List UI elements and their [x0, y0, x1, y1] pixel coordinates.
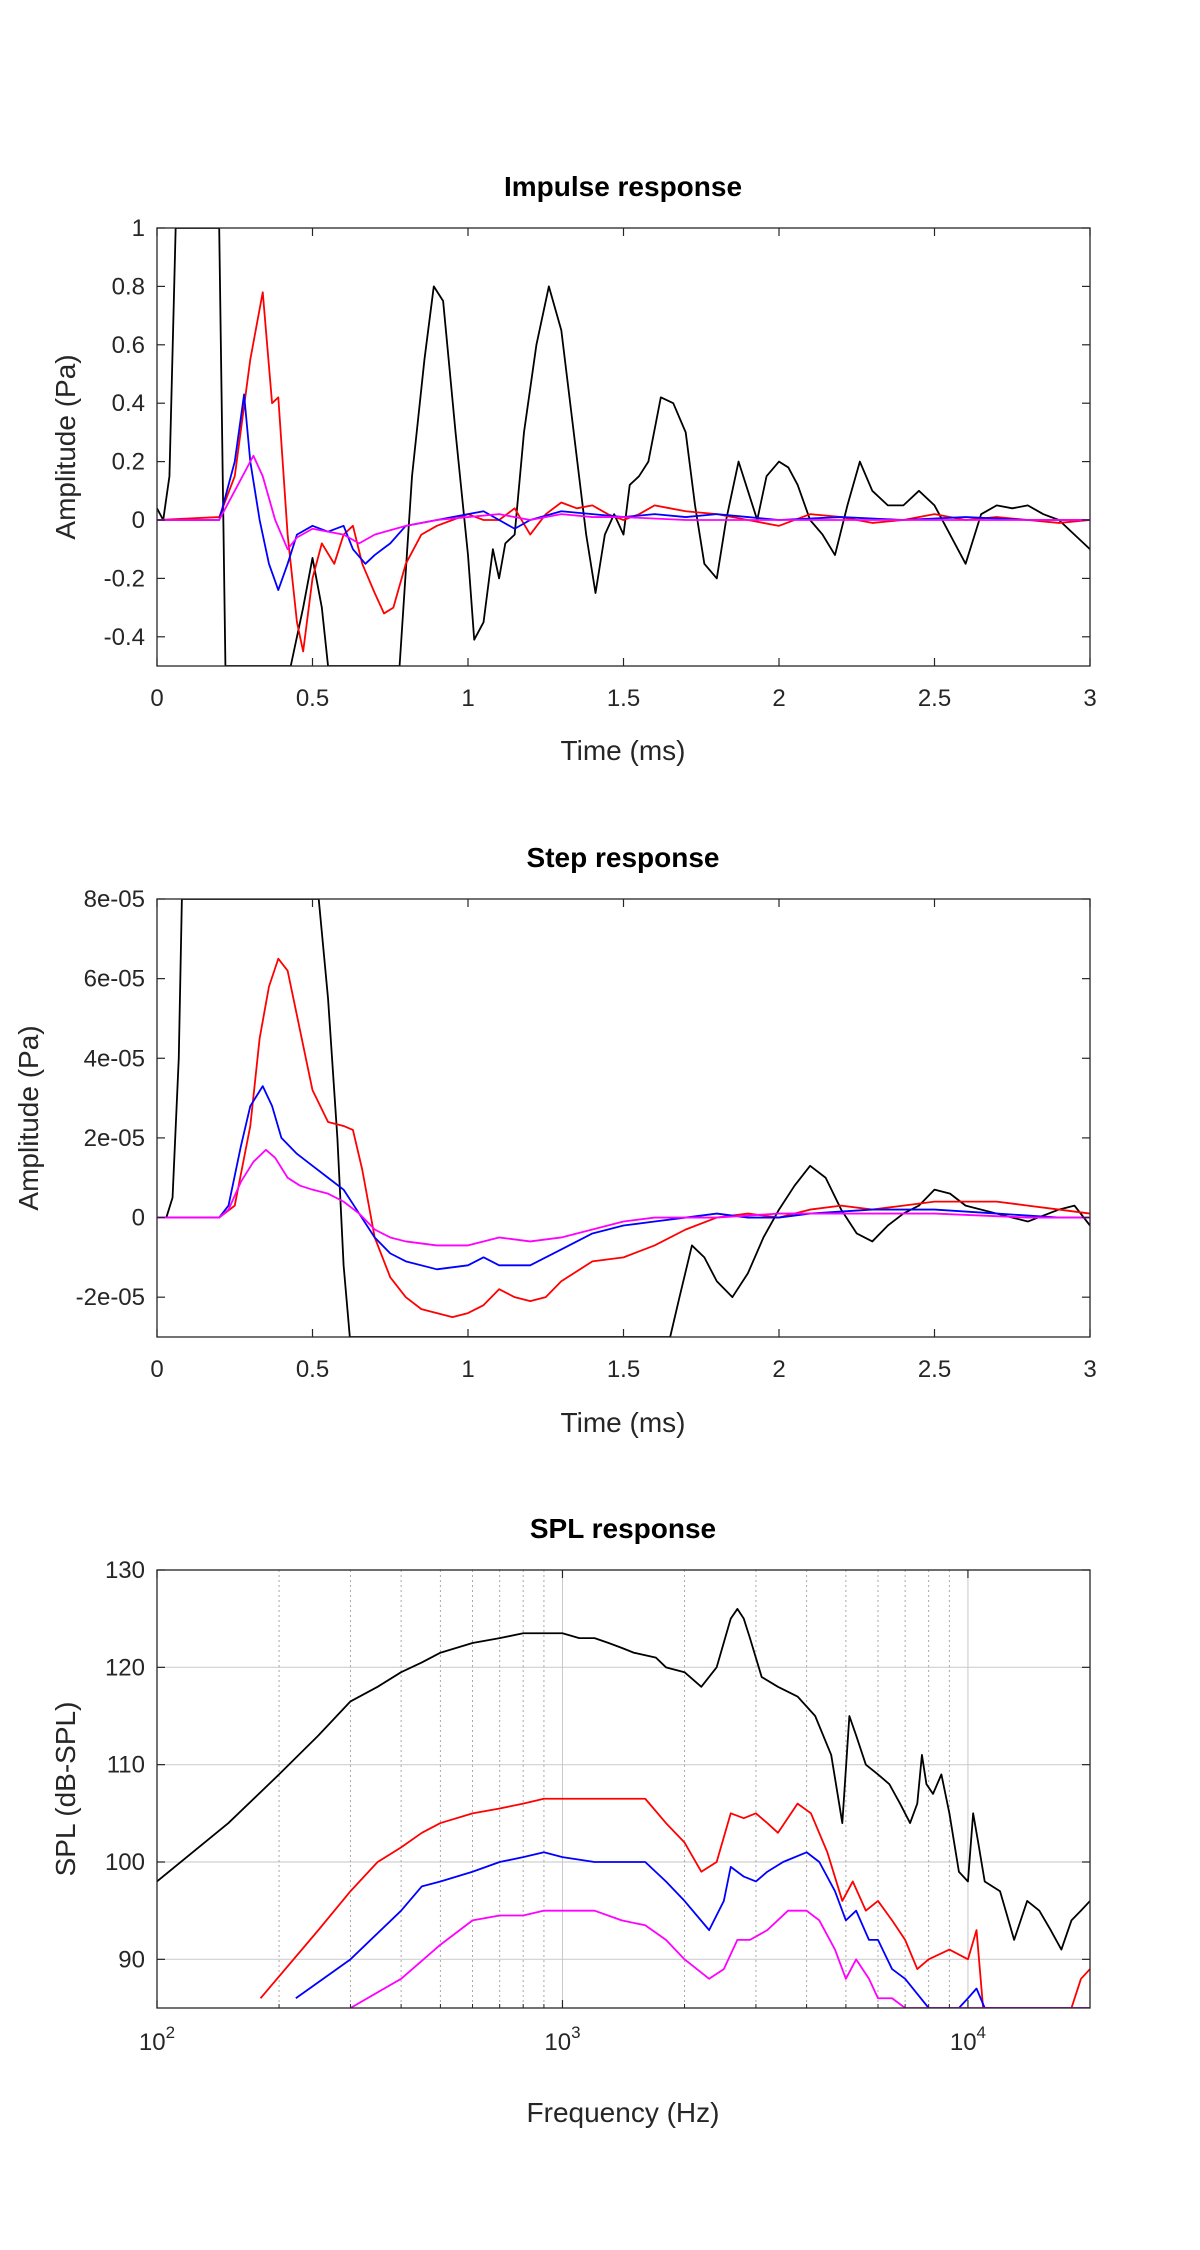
step-response-series [157, 899, 1090, 1337]
spl-response-axes-frame [156, 1569, 1091, 2009]
step-response-series-blue-line [157, 1085, 1090, 1271]
step-response-x-tick-label: 1 [461, 1356, 474, 1383]
spl-response-x-tick-label: 103 [544, 2023, 580, 2056]
spl-response-x-axis-label: Frequency (Hz) [527, 2097, 720, 2128]
step-response-y-tick-label: 4e-05 [84, 1045, 145, 1072]
spl-response-y-tick-label: 120 [105, 1654, 145, 1681]
step-response-x-tick-label: 2 [772, 1356, 785, 1383]
impulse-response-panel: Impulse response 0 0.5 1 1.5 2 2.5 3 1 0.8 0.6 0.4… [50, 171, 1097, 766]
spl-response-series-magenta-line [350, 1909, 1090, 2008]
step-response-panel: Step response 0 0.5 1 1.5 2 2.5 3 8e-05 6e-05 4e-… [13, 842, 1097, 1438]
step-response-y-tick-label: 8e-05 [84, 886, 145, 913]
spl-response-y-tick-label: 100 [105, 1849, 145, 1876]
impulse-response-y-tick-label: -0.2 [104, 565, 145, 592]
impulse-response-series-magenta-line [157, 454, 1090, 551]
step-response-x-tick-label: 0.5 [296, 1356, 329, 1383]
impulse-response-x-tick-label: 0 [150, 685, 163, 712]
spl-response-series [157, 1608, 1090, 2008]
step-response-y-tick-label: 2e-05 [84, 1125, 145, 1152]
step-response-y-tick-label: 0 [132, 1205, 145, 1232]
impulse-response-y-axis-label: Amplitude (Pa) [50, 354, 81, 539]
spl-response-series-blue-line [295, 1851, 1090, 2008]
spl-response-y-tick-label: 130 [105, 1557, 145, 1584]
step-response-x-tick-label: 1.5 [607, 1356, 640, 1383]
impulse-response-x-tick-label: 0.5 [296, 685, 329, 712]
impulse-response-y-tick-label: 0.8 [112, 273, 145, 300]
impulse-response-series-black-line [157, 228, 1090, 666]
impulse-response-y-tick-label: 0.6 [112, 332, 145, 359]
step-response-series-magenta-line [157, 1148, 1090, 1247]
spl-response-title: SPL response [530, 1513, 716, 1544]
impulse-response-y-tick-label: 0.2 [112, 449, 145, 476]
spl-response-x-tick-label: 102 [139, 2023, 175, 2056]
impulse-response-ticks: 0 0.5 1 1.5 2 2.5 3 1 0.8 0.6 0.4 0.2 0 -0.2 -0.4 [104, 215, 1097, 712]
impulse-response-title: Impulse response [504, 171, 742, 202]
step-response-x-tick-label: 3 [1083, 1356, 1096, 1383]
step-response-series-black-line [157, 899, 1090, 1337]
step-response-y-tick-label: 6e-05 [84, 966, 145, 993]
impulse-response-x-tick-label: 3 [1083, 685, 1096, 712]
spl-response-x-tick-label: 104 [950, 2023, 986, 2056]
impulse-response-y-tick-label: 1 [132, 215, 145, 242]
spl-response-y-axis-label: SPL (dB-SPL) [50, 1702, 81, 1877]
spl-response-ticks: 102 103 104 130 120 110 100 90 [105, 1557, 1090, 2056]
spl-response-y-tick-label: 110 [107, 1752, 145, 1779]
step-response-title: Step response [527, 842, 720, 873]
spl-response-panel: SPL response 102 103 104 130 120 110 100 90 Fre… [50, 1513, 1091, 2128]
spl-response-y-tick-label: 90 [118, 1946, 145, 1973]
impulse-response-y-tick-label: 0 [132, 507, 145, 534]
spl-response-series-red-line [259, 1797, 1090, 2008]
step-response-y-axis-label: Amplitude (Pa) [13, 1025, 44, 1210]
impulse-response-series [157, 228, 1090, 666]
step-response-x-tick-label: 0 [150, 1356, 163, 1383]
impulse-response-x-tick-label: 2 [772, 685, 785, 712]
step-response-y-tick-label: -2e-05 [76, 1284, 145, 1311]
impulse-response-x-tick-label: 1.5 [607, 685, 640, 712]
impulse-response-x-tick-label: 2.5 [918, 685, 951, 712]
spl-response-series-black-line [157, 1608, 1090, 1951]
impulse-response-x-tick-label: 1 [461, 685, 474, 712]
impulse-response-y-tick-label: 0.4 [112, 390, 145, 417]
step-response-x-tick-label: 2.5 [918, 1356, 951, 1383]
step-response-series-red-line [157, 957, 1090, 1318]
impulse-response-x-axis-label: Time (ms) [561, 735, 686, 766]
step-response-x-axis-label: Time (ms) [561, 1407, 686, 1438]
step-response-ticks: 0 0.5 1 1.5 2 2.5 3 8e-05 6e-05 4e-05 2e-05 0 -2e-05 [76, 886, 1097, 1383]
impulse-response-y-tick-label: -0.4 [104, 624, 145, 651]
